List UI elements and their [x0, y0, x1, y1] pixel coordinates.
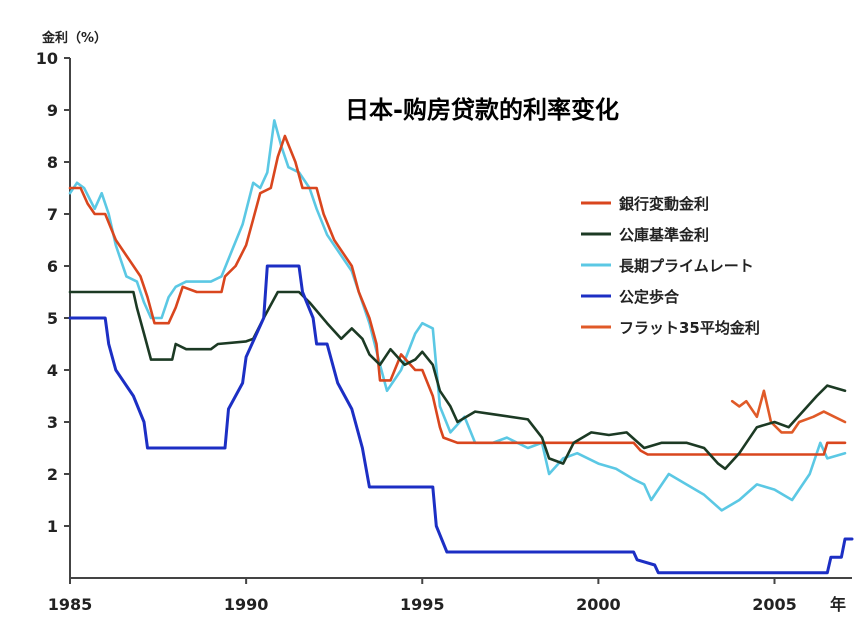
series-layer [68, 119, 854, 575]
x-tick-label: 1990 [224, 595, 269, 614]
y-tick-label: 4 [47, 361, 58, 380]
series-line-4 [730, 389, 847, 434]
y-tick-label: 2 [47, 465, 58, 484]
chart-axes [69, 58, 852, 579]
y-tick-label: 9 [47, 101, 58, 120]
x-axis-unit-label: 年 [830, 595, 846, 614]
y-tick-label: 5 [47, 309, 58, 328]
x-tick-label: 2005 [752, 595, 797, 614]
legend-label: 公庫基準金利 [619, 226, 709, 244]
series-line-0 [68, 134, 847, 456]
y-tick-label: 3 [47, 413, 58, 432]
x-tick-label: 1995 [400, 595, 445, 614]
legend-label: フラット35平均金利 [619, 319, 760, 337]
legend-label: 公定歩合 [619, 288, 680, 306]
legend-label: 銀行変動金利 [619, 195, 709, 213]
y-tick-label: 10 [36, 49, 58, 68]
y-tick-label: 8 [47, 153, 58, 172]
chart-title: 日本-购房贷款的利率变化 [345, 96, 619, 124]
series-line-2 [68, 119, 847, 512]
series-line-3 [68, 264, 854, 575]
y-tick-label: 1 [47, 517, 58, 536]
y-ticks: 1 2 3 4 5 6 7 8 9 10 [36, 49, 70, 536]
x-tick-label: 2000 [576, 595, 621, 614]
series-line-1 [68, 290, 847, 471]
y-axis-title: 金利（%） [41, 30, 107, 46]
y-tick-label: 6 [47, 257, 58, 276]
y-tick-label: 7 [47, 205, 58, 224]
legend-label: 長期プライムレート [619, 257, 754, 275]
x-ticks: 1985 1990 1995 2000 2005 [48, 578, 797, 614]
x-tick-label: 1985 [48, 595, 93, 614]
